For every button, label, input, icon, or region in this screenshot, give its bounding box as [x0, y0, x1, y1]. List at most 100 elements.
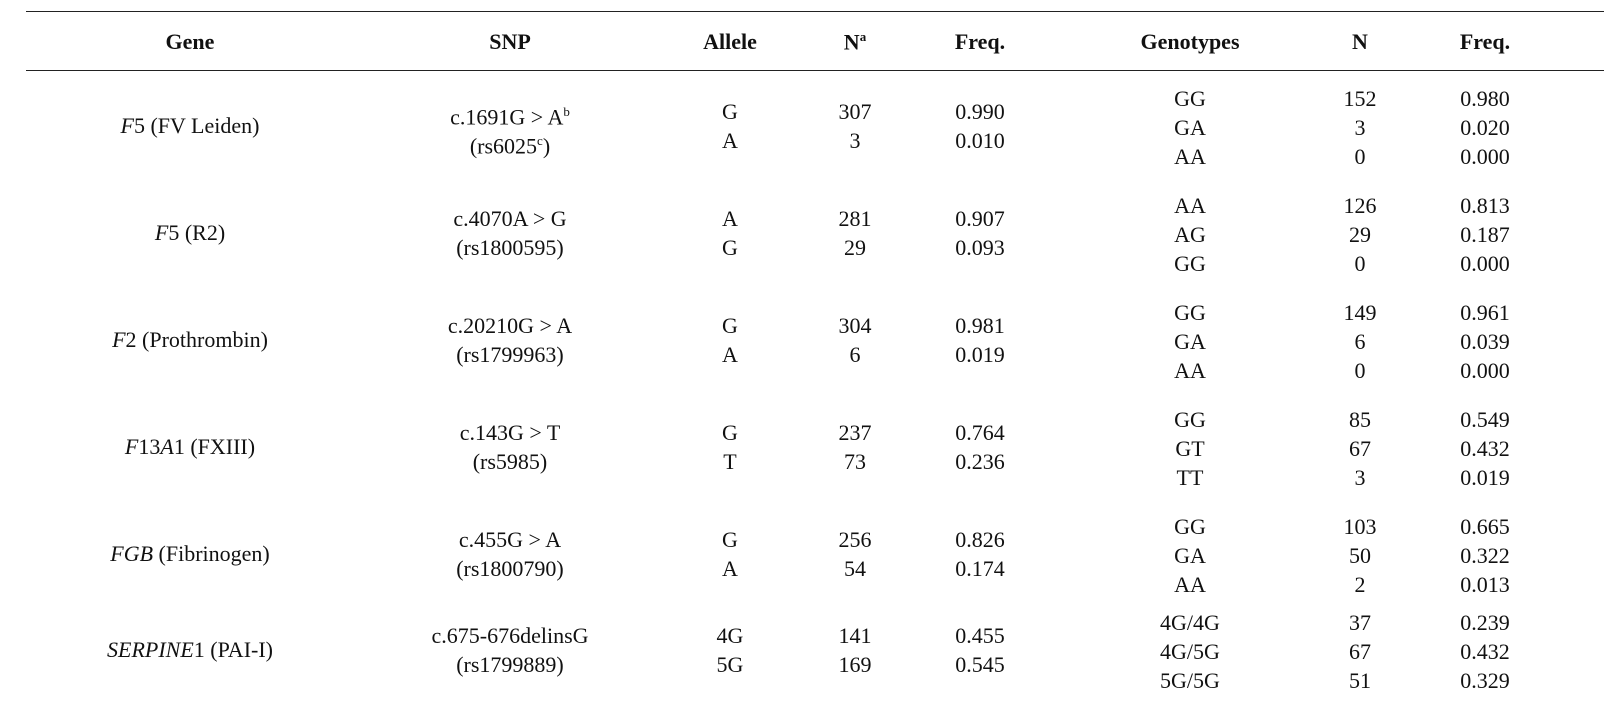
snp-variant: c.675-676delinsG	[395, 621, 625, 650]
genotype-freq: 0.187	[1460, 222, 1510, 247]
snp-variant-text: c.4070A > G	[453, 206, 567, 231]
genotype-freq: 0.961	[1460, 300, 1510, 325]
allele: G	[722, 313, 738, 338]
allele: A	[722, 128, 738, 153]
allele-count-cell: 307 3	[810, 97, 900, 155]
gene-symbol: F	[120, 113, 134, 138]
allele-count: 29	[844, 235, 866, 260]
gene-cell: F13A1 (FXIII)	[60, 432, 320, 461]
snp-rsid: (rs1799963)	[395, 340, 625, 369]
snp-rsid-text: (rs1799889)	[456, 652, 564, 677]
snp-rsid: (rs5985)	[395, 447, 625, 476]
snp-rsid-close: )	[542, 133, 551, 159]
snp-variant: c.4070A > G	[395, 204, 625, 233]
allele-count-cell: 141 169	[810, 621, 900, 679]
genotype-freq: 0.000	[1460, 358, 1510, 383]
genotype-count: 85	[1349, 407, 1371, 432]
genotype-freq-cell: 0.239 0.432 0.329	[1430, 608, 1540, 695]
genotype-count-cell: 152 3 0	[1320, 84, 1400, 171]
allele-freq: 0.455	[955, 623, 1005, 648]
snp-variant-text: c.20210G > A	[447, 313, 573, 338]
allele-freq-cell: 0.455 0.545	[930, 621, 1030, 679]
gene-name: (Prothrombin)	[136, 327, 268, 352]
allele: A	[722, 206, 738, 231]
genotype-cell: GG GA AA	[1110, 512, 1270, 599]
gene-name: (FV Leiden)	[144, 113, 260, 138]
allele-count-cell: 256 54	[810, 525, 900, 583]
genotype-count: 6	[1354, 329, 1366, 354]
gene-symbol: F	[124, 434, 139, 459]
gene-symbol: SERPINE	[107, 637, 194, 662]
genotype-count-cell: 85 67 3	[1320, 405, 1400, 492]
allele: G	[722, 527, 738, 552]
allele: A	[722, 342, 738, 367]
snp-rsid: (rs6025c)	[395, 126, 625, 159]
gene-name: (FXIII)	[184, 434, 256, 459]
genotype-freq: 0.432	[1460, 639, 1510, 664]
genotype-count: 126	[1343, 193, 1377, 218]
genotype-count: 37	[1349, 610, 1371, 635]
genotype: GA	[1174, 543, 1206, 568]
allele-count: 141	[838, 623, 872, 648]
genotype-count: 0	[1354, 144, 1366, 169]
header-allele: Allele	[703, 29, 757, 54]
allele-count: 169	[838, 652, 872, 677]
genotype: GG	[1174, 251, 1206, 276]
gene-name: (R2)	[179, 220, 226, 245]
gene-cell: FGB (Fibrinogen)	[60, 539, 320, 568]
allele-count: 307	[838, 99, 872, 124]
genotype-cell: 4G/4G 4G/5G 5G/5G	[1110, 608, 1270, 695]
gene-symbol: F	[154, 220, 169, 245]
allele: T	[723, 449, 737, 474]
genotype-count-cell: 103 50 2	[1320, 512, 1400, 599]
genotype-freq: 0.980	[1460, 86, 1510, 111]
genotype-count: 149	[1343, 300, 1377, 325]
genotype: TT	[1176, 465, 1204, 490]
header-genotypes: Genotypes	[1140, 29, 1240, 54]
allele-count: 304	[838, 313, 872, 338]
header-genotype-n: N	[1352, 29, 1368, 54]
genotype-count: 0	[1354, 358, 1366, 383]
header-n: Na	[810, 29, 900, 55]
snp-cell: c.4070A > G (rs1800595)	[395, 204, 625, 262]
genotype-freq: 0.019	[1460, 465, 1510, 490]
genotype-freq-cell: 0.665 0.322 0.013	[1430, 512, 1540, 599]
genotype-count: 51	[1349, 668, 1371, 693]
genotype-count: 0	[1354, 251, 1366, 276]
genotype-freq: 0.000	[1460, 251, 1510, 276]
snp-variant: c.20210G > A	[395, 311, 625, 340]
table-top-rule	[26, 11, 1604, 12]
genotype-freq: 0.813	[1460, 193, 1510, 218]
allele-count: 54	[844, 556, 866, 581]
genotype-count: 3	[1354, 115, 1366, 140]
allele: 5G	[716, 652, 744, 677]
genotype-freq: 0.549	[1460, 407, 1510, 432]
genotype-freq: 0.432	[1460, 436, 1510, 461]
genotype: GG	[1174, 514, 1206, 539]
header-n-footnote: a	[859, 29, 867, 44]
genotype-count: 103	[1343, 514, 1377, 539]
genotype-count: 67	[1349, 639, 1371, 664]
allele-freq: 0.907	[955, 206, 1005, 231]
genotype: 4G/5G	[1160, 639, 1220, 664]
gene-number: 13	[138, 434, 161, 459]
allele-freq-cell: 0.907 0.093	[930, 204, 1030, 262]
snp-rsid-text: (rs6025	[469, 133, 538, 159]
allele-freq: 0.019	[955, 342, 1005, 367]
genotype-count: 67	[1349, 436, 1371, 461]
snp-cell: c.1691G > Ab (rs6025c)	[395, 97, 625, 159]
genotype: AA	[1174, 572, 1206, 597]
gene-number: 2	[125, 327, 137, 352]
genotype-freq-cell: 0.813 0.187 0.000	[1430, 191, 1540, 278]
genotype-count-cell: 126 29 0	[1320, 191, 1400, 278]
genotype-cell: AA AG GG	[1110, 191, 1270, 278]
allele: G	[722, 235, 738, 260]
allele-count: 3	[849, 128, 861, 153]
genotype-cell: GG GT TT	[1110, 405, 1270, 492]
genotype-count-cell: 37 67 51	[1320, 608, 1400, 695]
snp-cell: c.143G > T (rs5985)	[395, 418, 625, 476]
genotype: GG	[1174, 407, 1206, 432]
snp-rsid-text: (rs1800595)	[456, 235, 564, 260]
